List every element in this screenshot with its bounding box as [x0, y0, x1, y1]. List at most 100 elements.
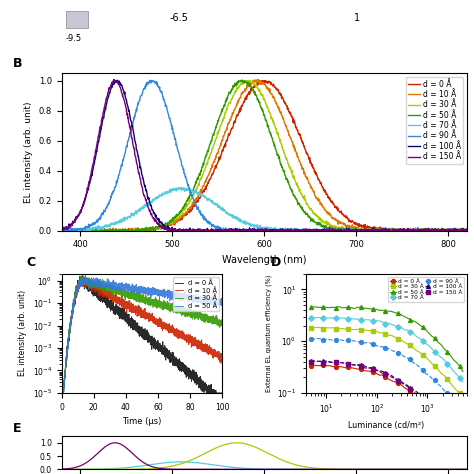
d = 150 Å: [445, 405, 450, 411]
d = 0 Å: [426, 403, 432, 409]
d = 50 Å: [59, 390, 64, 396]
d = 0 Å: [120, 314, 126, 319]
d = 50 Å: [417, 322, 422, 328]
Line: d = 30 Å: d = 30 Å: [309, 326, 465, 400]
Text: C: C: [26, 256, 36, 269]
d = 100 Å: [311, 358, 317, 364]
d = 50 Å: [423, 327, 428, 332]
d = 50 Å: [82, 273, 88, 278]
d = 50 Å: [339, 305, 345, 310]
Line: d = 100 Å: d = 100 Å: [62, 80, 467, 231]
d = 10 Å: [195, 194, 201, 200]
d = 150 Å: [273, 228, 278, 234]
d = 0 Å: [451, 406, 456, 412]
d = 30 Å: [348, 327, 354, 332]
d = 0 Å: [342, 365, 348, 371]
d = 30 Å: [398, 337, 404, 343]
d = 30 Å: [464, 227, 470, 232]
d = 0 Å: [358, 366, 364, 372]
d = 30 Å: [273, 125, 278, 131]
d = 90 Å: [454, 400, 459, 405]
d = 90 Å: [113, 183, 118, 189]
d = 90 Å: [318, 336, 323, 342]
d = 100 Å: [417, 391, 422, 397]
d = 50 Å: [413, 319, 419, 325]
d = 150 Å: [352, 362, 357, 368]
d = 90 Å: [364, 340, 370, 346]
X-axis label: Luminance (cd/m²): Luminance (cd/m²): [348, 420, 425, 429]
d = 0 Å: [80, 273, 85, 278]
d = 90 Å: [407, 356, 413, 362]
d = 30 Å: [217, 318, 222, 323]
d = 100 Å: [367, 365, 373, 371]
d = 50 Å: [392, 310, 398, 315]
d = 100 Å: [426, 399, 432, 405]
d = 150 Å: [376, 368, 382, 374]
d = 30 Å: [199, 314, 205, 320]
d = 90 Å: [438, 384, 444, 390]
d = 150 Å: [314, 358, 320, 364]
d = 50 Å: [196, 173, 201, 179]
d = 30 Å: [407, 343, 413, 348]
d = 150 Å: [398, 380, 404, 385]
d = 70 Å: [330, 315, 336, 321]
d = 10 Å: [59, 390, 64, 396]
d = 50 Å: [426, 330, 432, 336]
d = 150 Å: [111, 77, 117, 82]
d = 150 Å: [59, 228, 65, 234]
d = 150 Å: [454, 405, 459, 411]
Text: B: B: [13, 57, 22, 70]
d = 0 Å: [460, 406, 466, 411]
d = 30 Å: [392, 334, 398, 340]
d = 70 Å: [386, 320, 392, 326]
d = 90 Å: [358, 339, 364, 345]
d = 100 Å: [420, 394, 426, 400]
d = 100 Å: [464, 227, 470, 233]
d = 90 Å: [333, 337, 338, 343]
d = 70 Å: [401, 327, 407, 332]
d = 30 Å: [59, 228, 64, 233]
Line: d = 0 Å: d = 0 Å: [62, 81, 467, 231]
d = 70 Å: [417, 336, 422, 341]
d = 70 Å: [438, 355, 444, 360]
d = 50 Å: [352, 306, 357, 311]
d = 150 Å: [392, 376, 398, 382]
d = 30 Å: [432, 364, 438, 369]
Legend: d = 0 Å, d = 10 Å, d = 30 Å, d = 50 Å: d = 0 Å, d = 10 Å, d = 30 Å, d = 50 Å: [173, 277, 219, 311]
d = 50 Å: [128, 228, 133, 234]
d = 90 Å: [429, 375, 435, 381]
d = 30 Å: [364, 328, 370, 333]
d = 150 Å: [348, 362, 354, 367]
d = 0 Å: [373, 370, 379, 376]
d = 0 Å: [320, 363, 326, 368]
d = 50 Å: [235, 81, 241, 87]
d = 90 Å: [386, 346, 392, 352]
d = 70 Å: [435, 352, 441, 358]
d = 70 Å: [410, 330, 416, 336]
d = 90 Å: [330, 337, 336, 343]
Text: D: D: [271, 256, 281, 269]
d = 150 Å: [389, 374, 394, 380]
d = 0 Å: [445, 406, 450, 412]
d = 0 Å: [457, 405, 463, 411]
d = 0 Å: [367, 368, 373, 374]
d = 0 Å: [281, 99, 287, 104]
d = 70 Å: [314, 315, 320, 320]
d = 30 Å: [342, 326, 348, 332]
d = 50 Å: [464, 228, 470, 234]
d = 90 Å: [367, 340, 373, 346]
Line: d = 90 Å: d = 90 Å: [62, 80, 467, 231]
d = 30 Å: [395, 336, 401, 341]
d = 150 Å: [373, 368, 379, 374]
d = 50 Å: [445, 349, 450, 355]
d = 90 Å: [346, 337, 351, 343]
d = 100 Å: [346, 361, 351, 367]
d = 0 Å: [219, 390, 225, 396]
d = 70 Å: [59, 228, 65, 234]
d = 100 Å: [128, 114, 133, 120]
Line: d = 30 Å: d = 30 Å: [62, 81, 467, 231]
Y-axis label: EL intensity (arb. unit): EL intensity (arb. unit): [18, 291, 27, 376]
d = 70 Å: [358, 318, 364, 323]
d = 150 Å: [324, 359, 329, 365]
d = 50 Å: [435, 339, 441, 345]
